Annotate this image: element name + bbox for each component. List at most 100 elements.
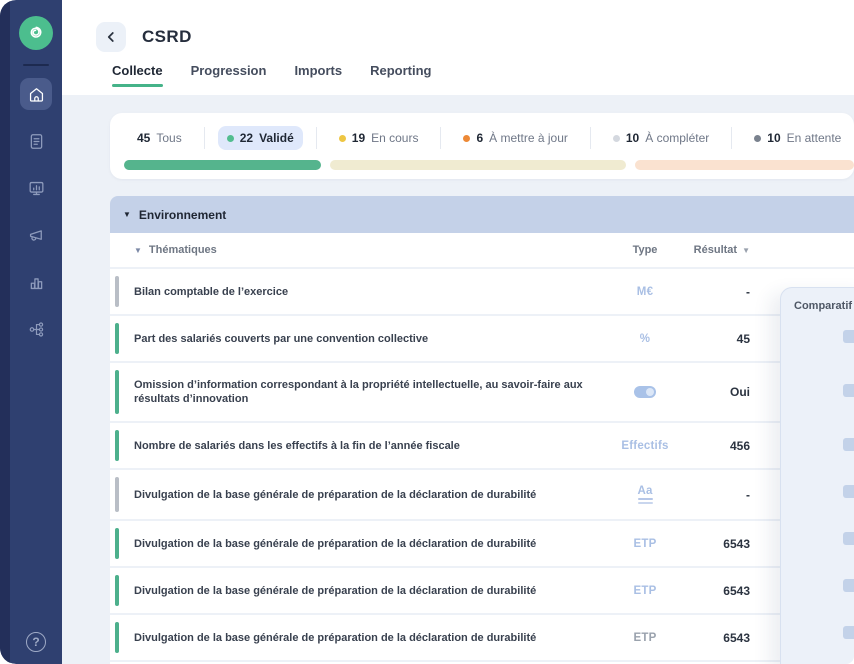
- result-value: 6543: [706, 537, 750, 551]
- comparatif-placeholder: [843, 579, 854, 592]
- column-resultat[interactable]: Résultat ▼: [706, 244, 750, 256]
- status-filter-list: 45 Tous 22 Validé 19 En cours 6 À mettre…: [124, 125, 854, 151]
- filter-item: 10 À compléter: [590, 127, 731, 149]
- status-filter-card: 45 Tous 22 Validé 19 En cours 6 À mettre…: [110, 113, 854, 179]
- column-thematiques[interactable]: ▼ Thématiques: [134, 244, 584, 256]
- filter-pill-en-cours[interactable]: 19 En cours: [330, 126, 428, 150]
- megaphone-icon: [27, 226, 46, 245]
- table-row[interactable]: Divulgation de la base générale de prépa…: [110, 615, 854, 660]
- table-row[interactable]: Bilan comptable de l’exercice M€ -: [110, 269, 854, 314]
- column-type[interactable]: Type: [595, 244, 695, 256]
- tab-progression[interactable]: Progression: [191, 63, 267, 87]
- type-label: ETP: [634, 585, 657, 597]
- type-label: Aa: [637, 485, 652, 497]
- type-label: ETP: [634, 632, 657, 644]
- filter-item: 22 Validé: [204, 127, 316, 149]
- hierarchy-icon: [27, 320, 46, 339]
- table-row[interactable]: Part des salariés couverts par une conve…: [110, 316, 854, 361]
- status-dot-icon: [463, 135, 470, 142]
- comparatif-placeholder: [843, 330, 854, 343]
- bar-chart-icon: [27, 273, 46, 292]
- help-icon: ?: [32, 635, 39, 649]
- type-cell: [595, 386, 695, 398]
- progress-segment-en-cours: [330, 160, 626, 170]
- table-row[interactable]: Divulgation de la base générale de prépa…: [110, 568, 854, 613]
- filter-pill-valide[interactable]: 22 Validé: [218, 126, 303, 150]
- filter-pill-en-attente[interactable]: 10 En attente: [745, 126, 850, 150]
- comparatif-placeholder: [843, 438, 854, 451]
- thematique-label: Bilan comptable de l’exercice: [134, 285, 584, 299]
- sidebar-item-analytics[interactable]: [20, 266, 52, 298]
- type-label: Effectifs: [621, 440, 668, 452]
- comparatif-placeholder: [843, 532, 854, 545]
- type-label: M€: [637, 286, 653, 298]
- sidebar-item-organization[interactable]: [20, 313, 52, 345]
- sidebar-item-home[interactable]: [20, 78, 52, 110]
- comparatif-placeholder: [843, 384, 854, 397]
- filter-pill-a-mettre-a-jour[interactable]: 6 À mettre à jour: [454, 126, 576, 150]
- table-row[interactable]: Divulgation de la base générale de prépa…: [110, 521, 854, 566]
- comparatif-panel[interactable]: Comparatif: [780, 287, 854, 664]
- thematique-label: Divulgation de la base générale de prépa…: [134, 537, 584, 551]
- sidebar-divider: [23, 64, 49, 66]
- table-header: ▼ Thématiques Type Résultat ▼: [110, 233, 854, 267]
- status-bar: [115, 622, 119, 653]
- status-bar: [115, 276, 119, 307]
- table-body: Bilan comptable de l’exercice M€ - Part …: [110, 269, 854, 660]
- thematique-label: Part des salariés couverts par une conve…: [134, 332, 584, 346]
- content-area: 45 Tous 22 Validé 19 En cours 6 À mettre…: [62, 95, 854, 664]
- filter-item: 19 En cours: [316, 127, 441, 149]
- sidebar-nav: [20, 78, 52, 345]
- status-dot-icon: [339, 135, 346, 142]
- section-environnement[interactable]: ▼ Environnement: [110, 196, 854, 233]
- back-button[interactable]: [96, 22, 126, 52]
- table-row[interactable]: Omission d’information correspondant à l…: [110, 363, 854, 421]
- comparatif-title: Comparatif: [781, 288, 854, 312]
- tab-imports[interactable]: Imports: [294, 63, 342, 87]
- type-label: %: [640, 333, 650, 345]
- page-header: CSRD Collecte Progression Imports Report…: [62, 0, 854, 95]
- type-label: ETP: [634, 538, 657, 550]
- comparatif-placeholder: [843, 626, 854, 639]
- sort-arrow-icon: ▼: [742, 246, 750, 255]
- status-bar: [115, 528, 119, 559]
- result-value: 6543: [706, 631, 750, 645]
- table-row[interactable]: Divulgation de la base générale de prépa…: [110, 470, 854, 519]
- status-bar: [115, 477, 119, 512]
- tab-bar: Collecte Progression Imports Reporting: [112, 63, 854, 87]
- status-bar: [115, 323, 119, 354]
- filter-pill-a-completer[interactable]: 10 À compléter: [604, 126, 718, 150]
- table-row[interactable]: Nombre de salariés dans les effectifs à …: [110, 423, 854, 468]
- section-title: Environnement: [139, 208, 226, 222]
- type-cell: ETP: [595, 632, 695, 644]
- sidebar-item-announcements[interactable]: [20, 219, 52, 251]
- filter-item: 6 À mettre à jour: [440, 127, 589, 149]
- progress-bar: [124, 160, 854, 170]
- result-value: -: [706, 488, 750, 502]
- sidebar: ?: [0, 0, 62, 664]
- collapse-arrow-icon: ▼: [123, 210, 131, 219]
- result-value: 45: [706, 332, 750, 346]
- type-cell: M€: [595, 286, 695, 298]
- dashboard-icon: [27, 179, 46, 198]
- status-bar: [115, 430, 119, 461]
- app-logo-icon[interactable]: [19, 16, 53, 50]
- thematique-label: Nombre de salariés dans les effectifs à …: [134, 439, 584, 453]
- type-cell: ETP: [595, 538, 695, 550]
- type-cell: Aa: [595, 485, 695, 504]
- tab-reporting[interactable]: Reporting: [370, 63, 431, 87]
- tab-collecte[interactable]: Collecte: [112, 63, 163, 87]
- sidebar-item-dashboard[interactable]: [20, 172, 52, 204]
- app-frame: ? CSRD Collecte Progression Imports Repo…: [0, 0, 854, 664]
- status-bar: [115, 575, 119, 606]
- filter-item: 45 Tous: [124, 127, 204, 149]
- thematique-label: Divulgation de la base générale de prépa…: [134, 488, 584, 502]
- document-icon: [27, 132, 46, 151]
- result-value: 456: [706, 439, 750, 453]
- filter-pill-tous[interactable]: 45 Tous: [128, 126, 191, 150]
- type-cell: ETP: [595, 585, 695, 597]
- toggle-type-icon: [634, 386, 656, 398]
- page-title: CSRD: [142, 27, 192, 47]
- help-button[interactable]: ?: [26, 632, 46, 652]
- sidebar-item-documents[interactable]: [20, 125, 52, 157]
